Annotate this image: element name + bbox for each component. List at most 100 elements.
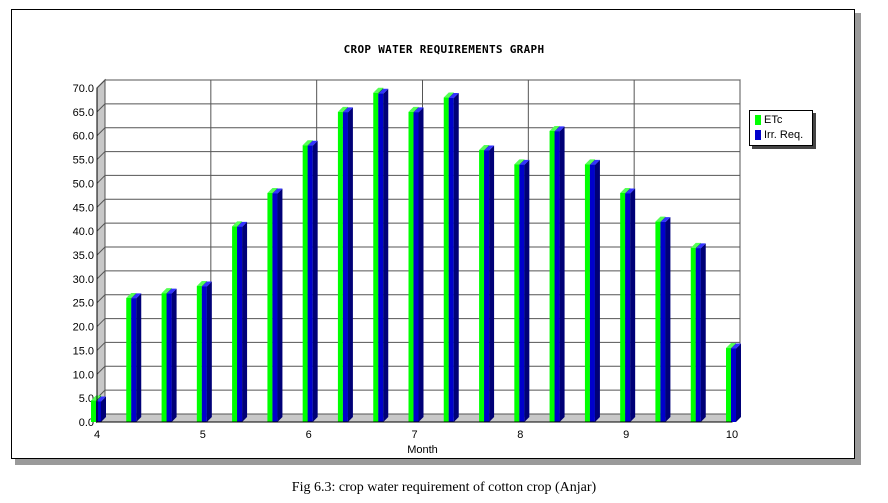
bar-top-etc <box>549 125 560 131</box>
bar-etc <box>337 111 343 422</box>
bar-etc <box>690 247 696 422</box>
bar-irr-req <box>695 248 701 422</box>
bar-etc <box>373 92 379 423</box>
bar-etc <box>655 221 661 422</box>
bar-irr-req <box>484 150 490 422</box>
x-tick-label: 7 <box>411 429 417 441</box>
bar-etc <box>584 164 590 423</box>
bar-top-irr-req <box>307 140 318 146</box>
y-tick-label: 40.0 <box>73 226 94 238</box>
gridline-side <box>96 79 106 89</box>
bar-irr-req <box>448 98 454 423</box>
bar-etc <box>161 293 167 422</box>
bar-top-etc <box>479 145 490 151</box>
bar-irr-req <box>589 164 595 422</box>
bar-side-irr-req <box>630 188 636 422</box>
bar-etc <box>232 226 238 422</box>
bar-top-etc <box>690 242 701 248</box>
legend-swatch-etc <box>755 115 761 125</box>
bar-top-irr-req <box>731 343 741 349</box>
bar-top-irr-req <box>695 243 706 249</box>
bar-top-irr-req <box>237 221 248 227</box>
gridline-side <box>96 222 106 232</box>
bar-side-irr-req <box>136 293 142 422</box>
gridline-side <box>96 175 106 184</box>
bar-side-irr-req <box>101 396 106 422</box>
x-tick-label: 8 <box>517 429 523 441</box>
bar-top-etc <box>655 216 666 222</box>
bar-top-irr-req <box>378 88 389 94</box>
bar-top-etc <box>126 292 137 298</box>
bar-irr-req <box>378 93 384 423</box>
bar-top-etc <box>408 106 419 112</box>
bar-etc <box>267 192 273 422</box>
bar-top-irr-req <box>589 159 600 165</box>
bar-top-irr-req <box>519 159 530 165</box>
bar-top-irr-req <box>166 288 177 294</box>
bar-side-irr-req <box>453 93 459 423</box>
bar-irr-req <box>554 131 560 423</box>
bar-etc <box>302 145 308 422</box>
bar-top-irr-req <box>660 217 671 223</box>
bar-top-irr-req <box>484 145 495 151</box>
bar-irr-req <box>660 222 666 422</box>
legend-item-etc: ETc <box>755 113 782 127</box>
x-tick-label: 10 <box>726 429 738 441</box>
bar-top-irr-req <box>625 188 636 194</box>
bar-etc <box>479 150 485 422</box>
bar-etc <box>91 400 96 422</box>
gridline-side <box>96 365 106 375</box>
bar-top-irr-req <box>272 188 283 194</box>
bar-etc <box>443 97 449 423</box>
bar-etc <box>549 130 555 422</box>
figure-caption: Fig 6.3: crop water requirement of cotto… <box>291 480 597 495</box>
y-tick-label: 65.0 <box>73 107 94 119</box>
bar-top-etc <box>726 343 736 349</box>
bar-top-etc <box>514 159 525 165</box>
bar-side-irr-req <box>312 140 318 422</box>
bar-top-etc <box>443 92 454 98</box>
x-tick-label: 9 <box>623 429 629 441</box>
legend: ETc Irr. Req. <box>749 110 813 146</box>
bar-top-etc <box>91 395 101 401</box>
y-tick-label: 5.0 <box>79 393 94 405</box>
bar-irr-req <box>519 164 525 422</box>
bar-irr-req <box>342 112 348 422</box>
y-tick-label: 10.0 <box>73 369 94 381</box>
y-tick-label: 60.0 <box>73 131 94 143</box>
bar-top-etc <box>196 281 207 287</box>
bar-side-irr-req <box>277 188 283 422</box>
bar-etc <box>620 192 626 422</box>
x-tick-label: 5 <box>200 429 206 441</box>
bar-side-irr-req <box>665 217 671 422</box>
bar-irr-req <box>731 348 736 422</box>
bar-top-etc <box>584 159 595 165</box>
x-axis-label: Month <box>407 444 438 456</box>
x-tick-label: 4 <box>94 429 100 441</box>
bar-side-irr-req <box>489 145 495 422</box>
bar-top-etc <box>337 106 348 112</box>
gridline-side <box>96 103 106 113</box>
bar-top-irr-req <box>554 126 565 132</box>
bar-side-irr-req <box>594 159 600 422</box>
bar-etc <box>726 348 731 422</box>
bar-top-irr-req <box>448 93 459 99</box>
bar-top-irr-req <box>96 396 106 402</box>
bar-side-irr-req <box>559 126 565 423</box>
bar-irr-req <box>625 193 631 422</box>
gridline-side <box>96 270 106 280</box>
bar-etc <box>514 164 520 423</box>
gridline-side <box>96 318 106 327</box>
bar-top-irr-req <box>131 293 142 299</box>
bar-side-irr-req <box>171 288 177 422</box>
y-tick-label: 50.0 <box>73 178 94 190</box>
bar-irr-req <box>166 293 172 422</box>
y-tick-label: 25.0 <box>73 298 94 310</box>
bar-irr-req <box>307 145 313 422</box>
bar-side-irr-req <box>206 281 212 422</box>
gridline-side <box>96 127 106 137</box>
y-tick-label: 70.0 <box>73 83 94 95</box>
bar-irr-req <box>131 298 137 422</box>
bar-irr-req <box>272 193 278 422</box>
legend-item-irr-req: Irr. Req. <box>755 128 803 142</box>
